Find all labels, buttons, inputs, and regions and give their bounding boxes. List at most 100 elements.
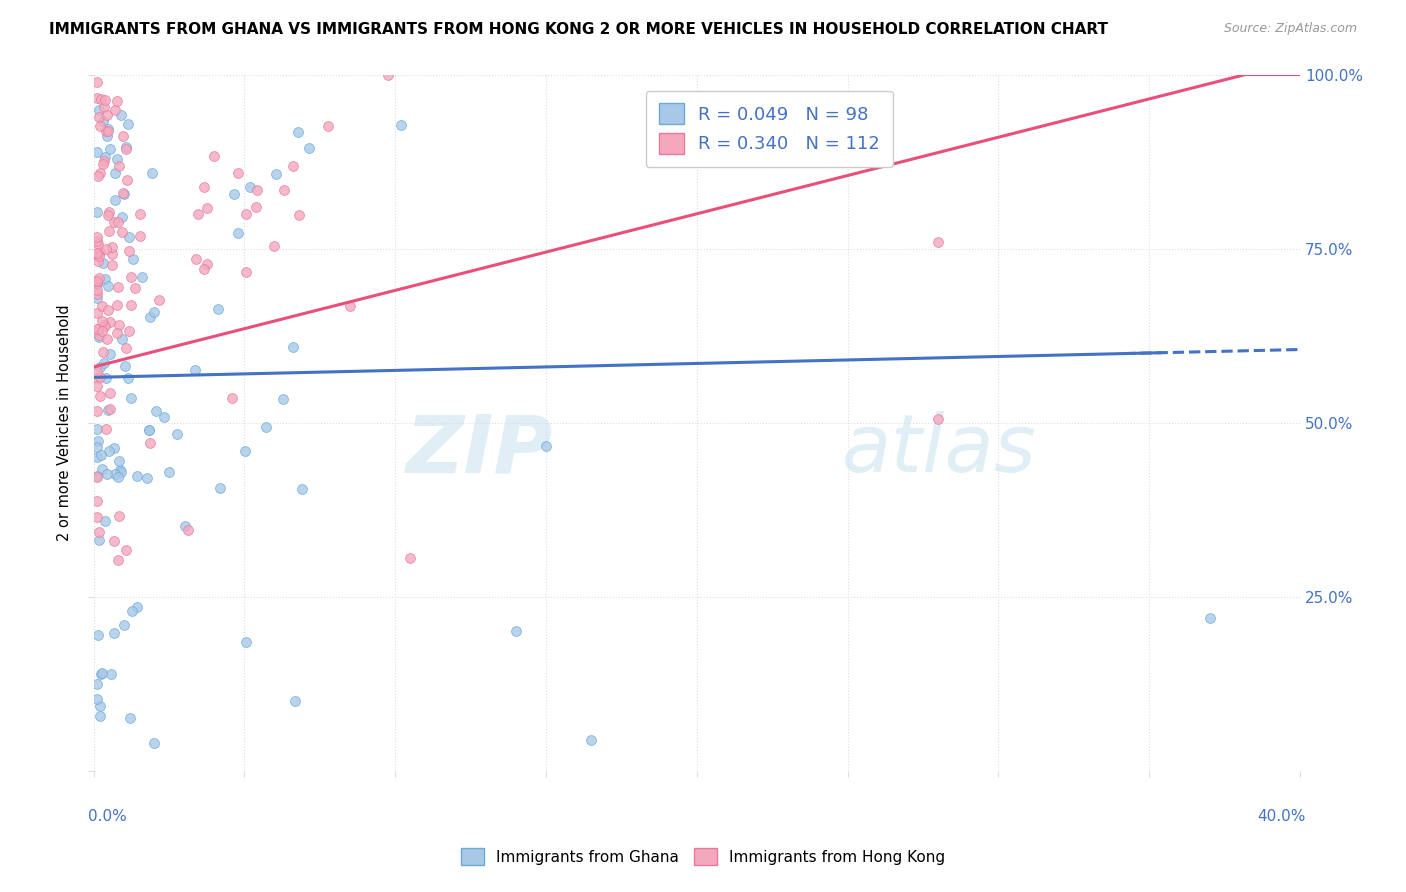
Point <box>389 118 412 132</box>
Point <box>128 228 150 243</box>
Point <box>187 207 209 221</box>
Point <box>96 128 118 143</box>
Point <box>107 553 129 567</box>
Point <box>86 306 108 320</box>
Point <box>89 389 111 403</box>
Point <box>86 468 108 483</box>
Point <box>209 481 232 495</box>
Point <box>281 159 304 173</box>
Point <box>89 166 111 180</box>
Point <box>91 299 114 313</box>
Point <box>86 692 108 706</box>
Point <box>86 234 108 248</box>
Text: 40.0%: 40.0% <box>1258 809 1306 824</box>
Point <box>86 145 108 159</box>
Point <box>107 153 129 167</box>
Point <box>105 94 128 108</box>
Point <box>86 274 108 288</box>
Point <box>118 244 141 259</box>
Point <box>86 422 108 436</box>
Point <box>97 224 120 238</box>
Point <box>86 365 108 379</box>
Point <box>89 244 111 259</box>
Point <box>207 301 229 316</box>
Point <box>103 626 125 640</box>
Point <box>136 471 159 485</box>
Point <box>103 215 125 229</box>
Point <box>103 441 125 455</box>
Point <box>114 142 136 156</box>
Point <box>86 470 108 484</box>
Point <box>86 229 108 244</box>
Point <box>125 469 148 483</box>
Point <box>104 467 127 481</box>
Point <box>174 518 197 533</box>
Point <box>245 200 267 214</box>
Point <box>86 283 108 297</box>
Point <box>339 299 361 313</box>
Point <box>87 533 110 548</box>
Point <box>120 270 142 285</box>
Text: IMMIGRANTS FROM GHANA VS IMMIGRANTS FROM HONG KONG 2 OR MORE VEHICLES IN HOUSEHO: IMMIGRANTS FROM GHANA VS IMMIGRANTS FROM… <box>49 22 1108 37</box>
Point <box>93 154 115 169</box>
Point <box>97 303 120 318</box>
Point <box>235 207 257 221</box>
Point <box>235 444 257 458</box>
Point <box>186 252 208 267</box>
Point <box>87 253 110 268</box>
Point <box>271 392 294 407</box>
Point <box>97 122 120 136</box>
Point <box>287 125 309 139</box>
Point <box>246 182 269 196</box>
Text: 0.0%: 0.0% <box>87 809 127 824</box>
Point <box>927 235 949 249</box>
Point <box>127 599 149 614</box>
Point <box>129 207 152 221</box>
Point <box>120 298 142 312</box>
Point <box>96 422 118 436</box>
Y-axis label: 2 or more Vehicles in Household: 2 or more Vehicles in Household <box>58 304 72 541</box>
Point <box>139 436 162 450</box>
Point <box>90 92 112 106</box>
Point <box>254 420 277 434</box>
Point <box>221 391 243 405</box>
Point <box>90 448 112 462</box>
Text: atlas: atlas <box>842 411 1036 490</box>
Point <box>318 119 340 133</box>
Point <box>110 465 132 479</box>
Point <box>86 440 108 454</box>
Point <box>86 291 108 305</box>
Point <box>91 344 114 359</box>
Point <box>166 427 188 442</box>
Point <box>104 165 127 179</box>
Point <box>399 550 422 565</box>
Point <box>87 169 110 184</box>
Point <box>103 533 125 548</box>
Point <box>101 240 124 254</box>
Point <box>97 278 120 293</box>
Point <box>94 271 117 285</box>
Point <box>534 439 557 453</box>
Point <box>184 363 207 377</box>
Point <box>100 386 122 401</box>
Point <box>112 187 135 202</box>
Point <box>96 332 118 346</box>
Point <box>98 402 121 417</box>
Point <box>204 148 226 162</box>
Point <box>87 271 110 285</box>
Point <box>108 159 131 173</box>
Point <box>115 342 138 356</box>
Point <box>91 256 114 270</box>
Point <box>87 103 110 117</box>
Point <box>283 340 305 354</box>
Point <box>148 293 170 308</box>
Point <box>107 470 129 484</box>
Point <box>104 193 127 207</box>
Point <box>86 379 108 393</box>
Point <box>107 509 129 524</box>
Point <box>222 187 245 202</box>
Point <box>94 149 117 163</box>
Point <box>138 423 160 437</box>
Point <box>114 618 136 632</box>
Point <box>120 391 142 405</box>
